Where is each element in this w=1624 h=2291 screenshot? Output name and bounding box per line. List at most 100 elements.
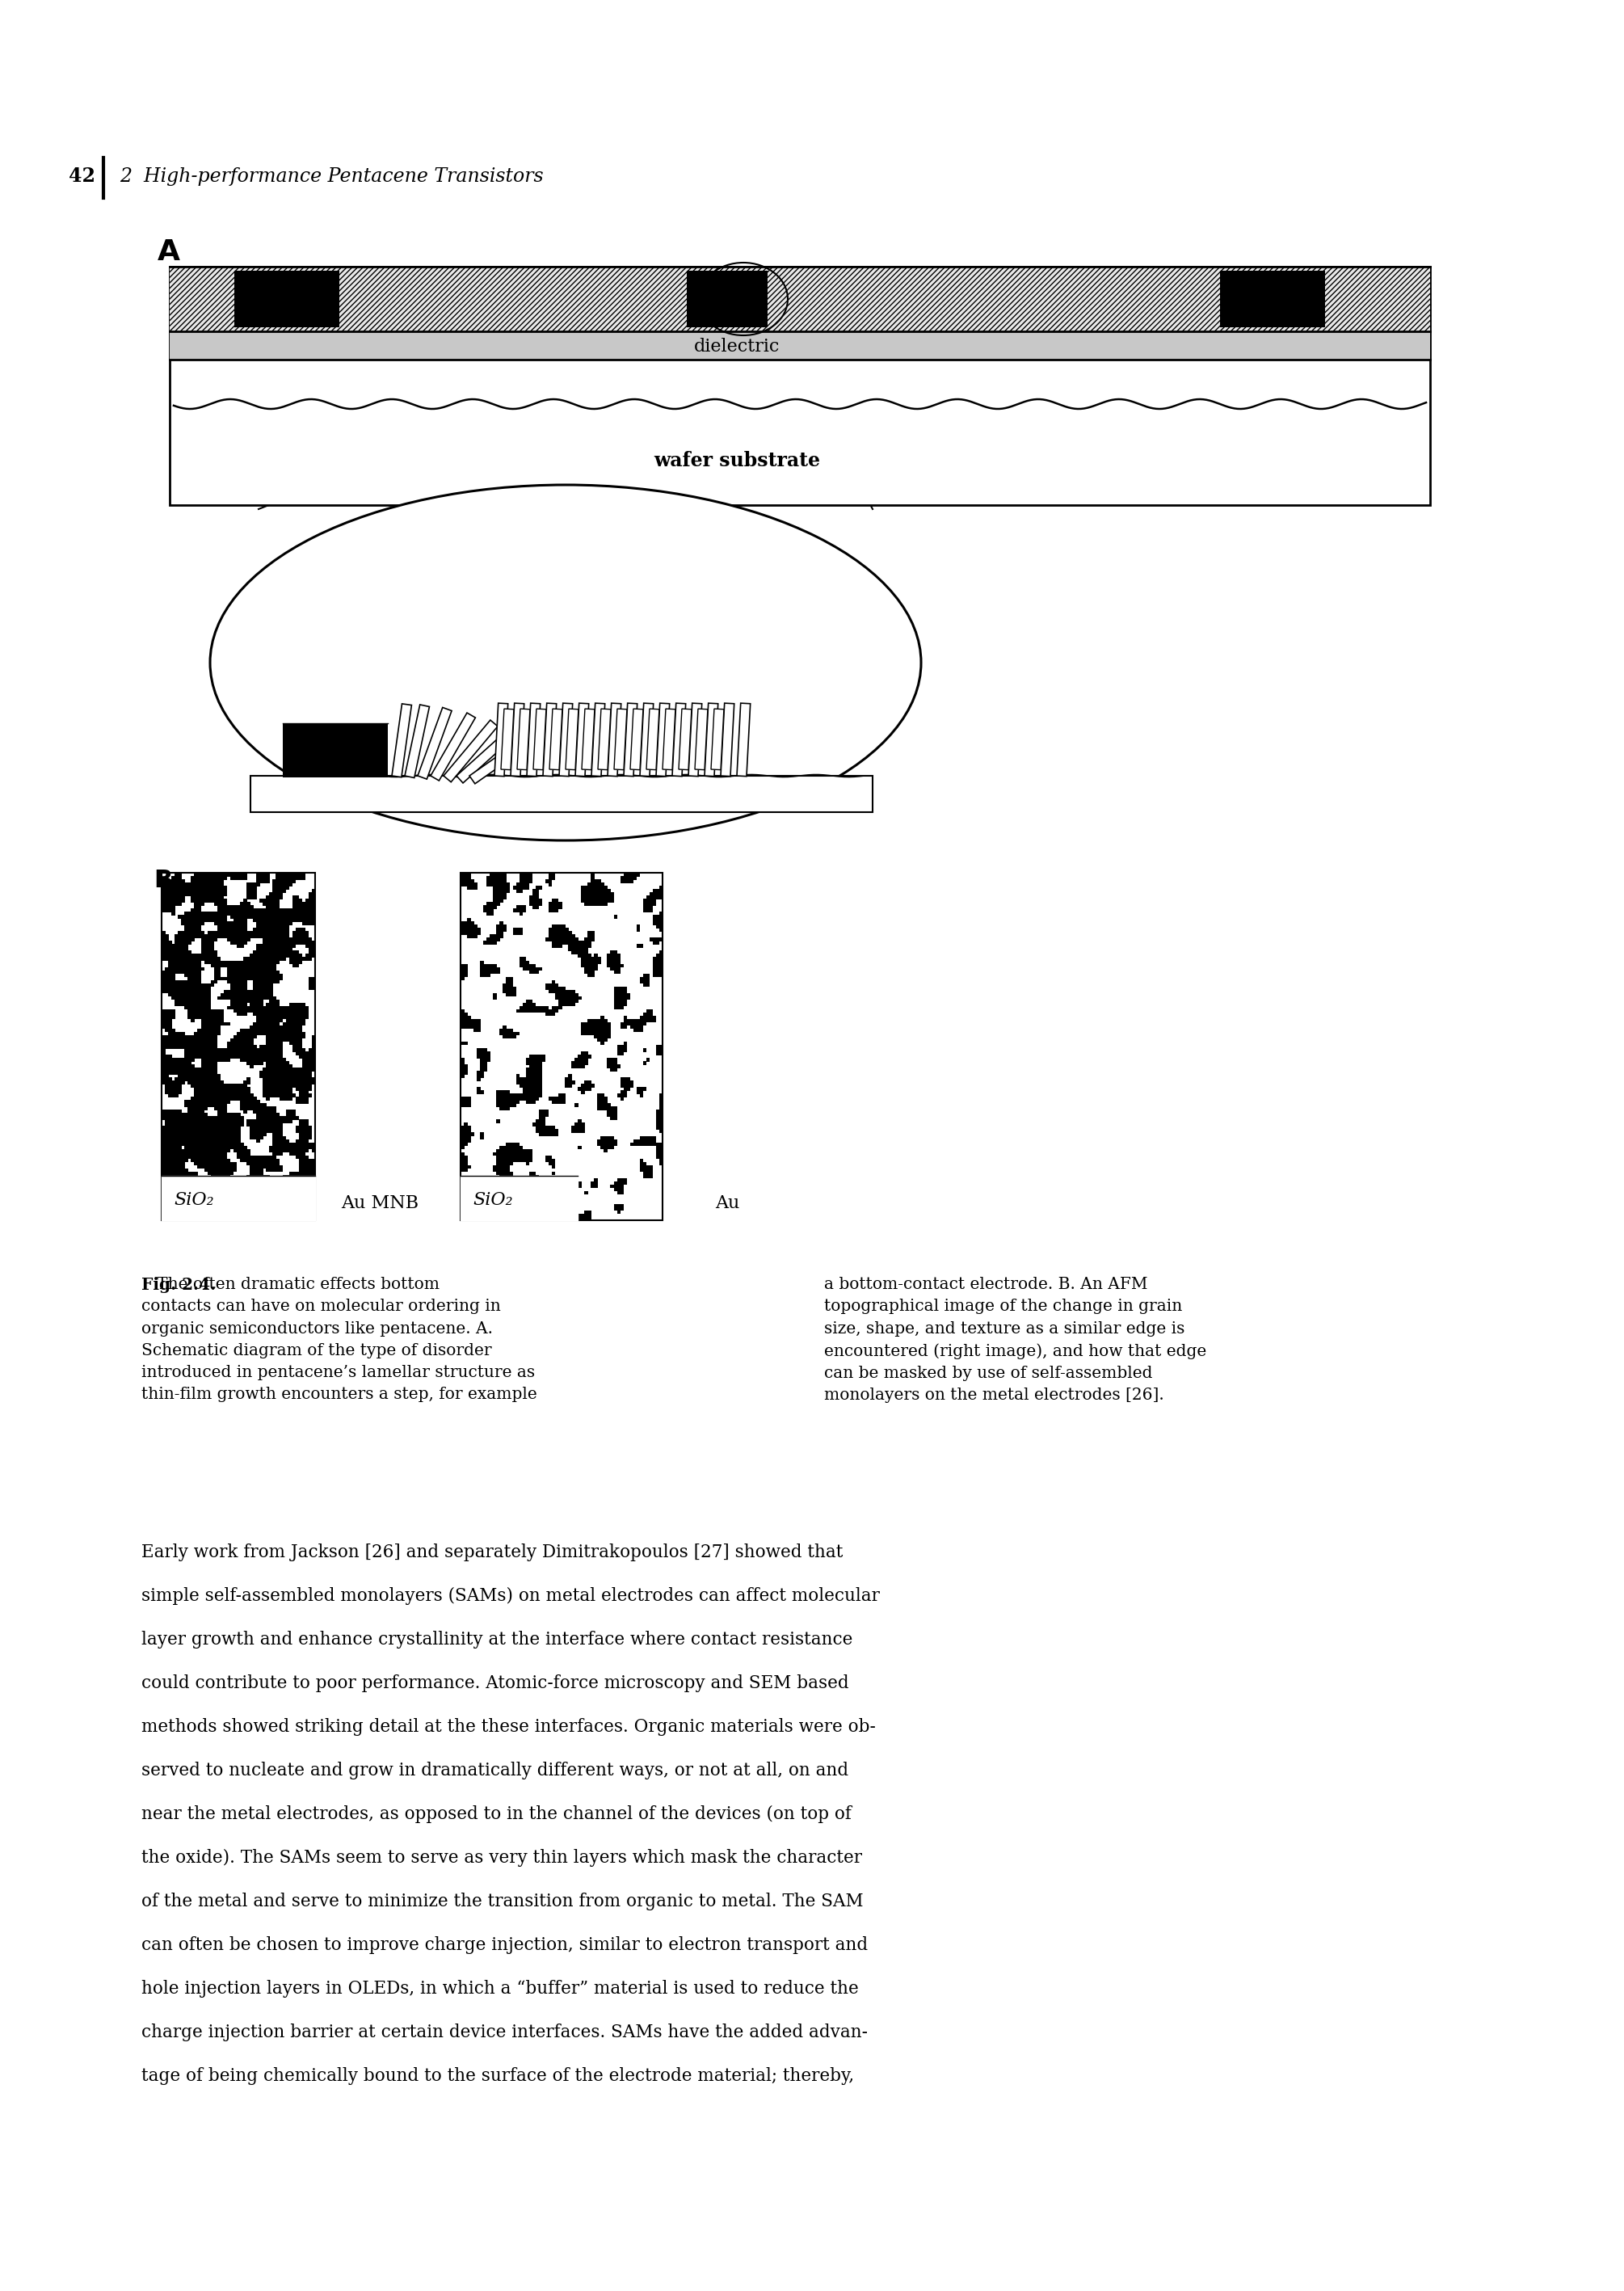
Bar bbox=[555, 903, 559, 905]
Bar bbox=[182, 999, 185, 1003]
Bar bbox=[266, 1065, 270, 1068]
Bar bbox=[283, 1022, 286, 1026]
Bar bbox=[169, 1054, 172, 1058]
Bar bbox=[270, 976, 273, 981]
Bar bbox=[289, 944, 292, 948]
Bar bbox=[188, 1191, 192, 1194]
Bar bbox=[510, 1093, 513, 1097]
Bar bbox=[273, 1136, 276, 1139]
Bar bbox=[500, 1152, 503, 1155]
Bar bbox=[594, 889, 598, 893]
Bar bbox=[289, 1116, 292, 1120]
Bar bbox=[244, 969, 247, 974]
Bar bbox=[503, 1026, 507, 1029]
Bar bbox=[247, 1148, 250, 1152]
Bar bbox=[240, 1093, 244, 1097]
Bar bbox=[305, 1214, 309, 1217]
Bar bbox=[192, 921, 195, 926]
Bar bbox=[601, 1036, 604, 1038]
Bar bbox=[188, 1042, 192, 1045]
Polygon shape bbox=[656, 703, 669, 777]
Bar bbox=[568, 997, 572, 999]
Bar bbox=[179, 1187, 182, 1191]
Bar bbox=[221, 928, 224, 932]
Bar bbox=[559, 905, 562, 910]
Bar bbox=[205, 1159, 208, 1162]
Bar bbox=[270, 1058, 273, 1061]
Bar bbox=[292, 935, 296, 937]
Bar bbox=[296, 1070, 299, 1074]
Bar bbox=[627, 875, 630, 880]
Bar bbox=[263, 1045, 266, 1049]
Bar bbox=[253, 999, 257, 1003]
Bar bbox=[266, 1029, 270, 1033]
Bar bbox=[240, 1013, 244, 1015]
Bar bbox=[302, 1065, 305, 1068]
Bar bbox=[594, 1182, 598, 1184]
Bar bbox=[598, 903, 601, 905]
Bar bbox=[185, 1047, 188, 1052]
Bar bbox=[192, 1148, 195, 1152]
Bar bbox=[650, 903, 653, 905]
Bar bbox=[546, 937, 549, 942]
Bar bbox=[286, 1091, 289, 1095]
Bar bbox=[305, 1155, 309, 1159]
Bar bbox=[270, 1207, 273, 1212]
Bar bbox=[192, 1100, 195, 1104]
Bar bbox=[624, 875, 627, 880]
Bar bbox=[604, 1107, 607, 1111]
Bar bbox=[172, 1013, 175, 1015]
Bar bbox=[302, 935, 305, 937]
Bar bbox=[218, 1148, 221, 1152]
Bar bbox=[227, 910, 231, 912]
Bar bbox=[283, 887, 286, 889]
Bar bbox=[503, 1166, 507, 1168]
Bar bbox=[172, 1187, 175, 1191]
Bar bbox=[188, 930, 192, 935]
Bar bbox=[276, 937, 279, 942]
Bar bbox=[172, 1136, 175, 1139]
Bar bbox=[633, 1019, 637, 1022]
Bar bbox=[240, 1104, 244, 1107]
Bar bbox=[253, 951, 257, 955]
Bar bbox=[266, 1107, 270, 1111]
Bar bbox=[292, 912, 296, 916]
Bar bbox=[208, 1042, 211, 1045]
Bar bbox=[198, 1107, 201, 1111]
Bar bbox=[250, 1054, 253, 1058]
Bar bbox=[237, 873, 240, 877]
Bar bbox=[221, 1113, 224, 1116]
Bar bbox=[179, 1113, 182, 1116]
Bar bbox=[588, 935, 591, 937]
Bar bbox=[461, 873, 464, 877]
Bar bbox=[188, 935, 192, 937]
Bar bbox=[175, 891, 179, 896]
Bar bbox=[273, 1205, 276, 1207]
Bar bbox=[500, 882, 503, 887]
Bar bbox=[484, 1061, 487, 1065]
Bar bbox=[192, 1159, 195, 1162]
Bar bbox=[523, 1187, 526, 1191]
Bar bbox=[257, 1104, 260, 1107]
Bar bbox=[585, 903, 588, 905]
Bar bbox=[279, 1065, 283, 1068]
Bar bbox=[263, 1175, 266, 1178]
Bar bbox=[305, 1013, 309, 1015]
Bar bbox=[201, 1155, 205, 1159]
Bar bbox=[309, 1070, 312, 1074]
Bar bbox=[237, 919, 240, 921]
Bar bbox=[562, 987, 565, 990]
Bar bbox=[257, 981, 260, 983]
Bar bbox=[247, 974, 250, 976]
Bar bbox=[276, 905, 279, 910]
Bar bbox=[578, 1123, 581, 1127]
Bar bbox=[494, 887, 497, 889]
Bar bbox=[227, 1162, 231, 1166]
Bar bbox=[201, 1210, 205, 1214]
Bar bbox=[604, 887, 607, 889]
Bar bbox=[244, 921, 247, 926]
Bar bbox=[224, 889, 227, 893]
Bar bbox=[175, 1152, 179, 1155]
Bar bbox=[477, 1191, 481, 1194]
Bar bbox=[266, 912, 270, 916]
